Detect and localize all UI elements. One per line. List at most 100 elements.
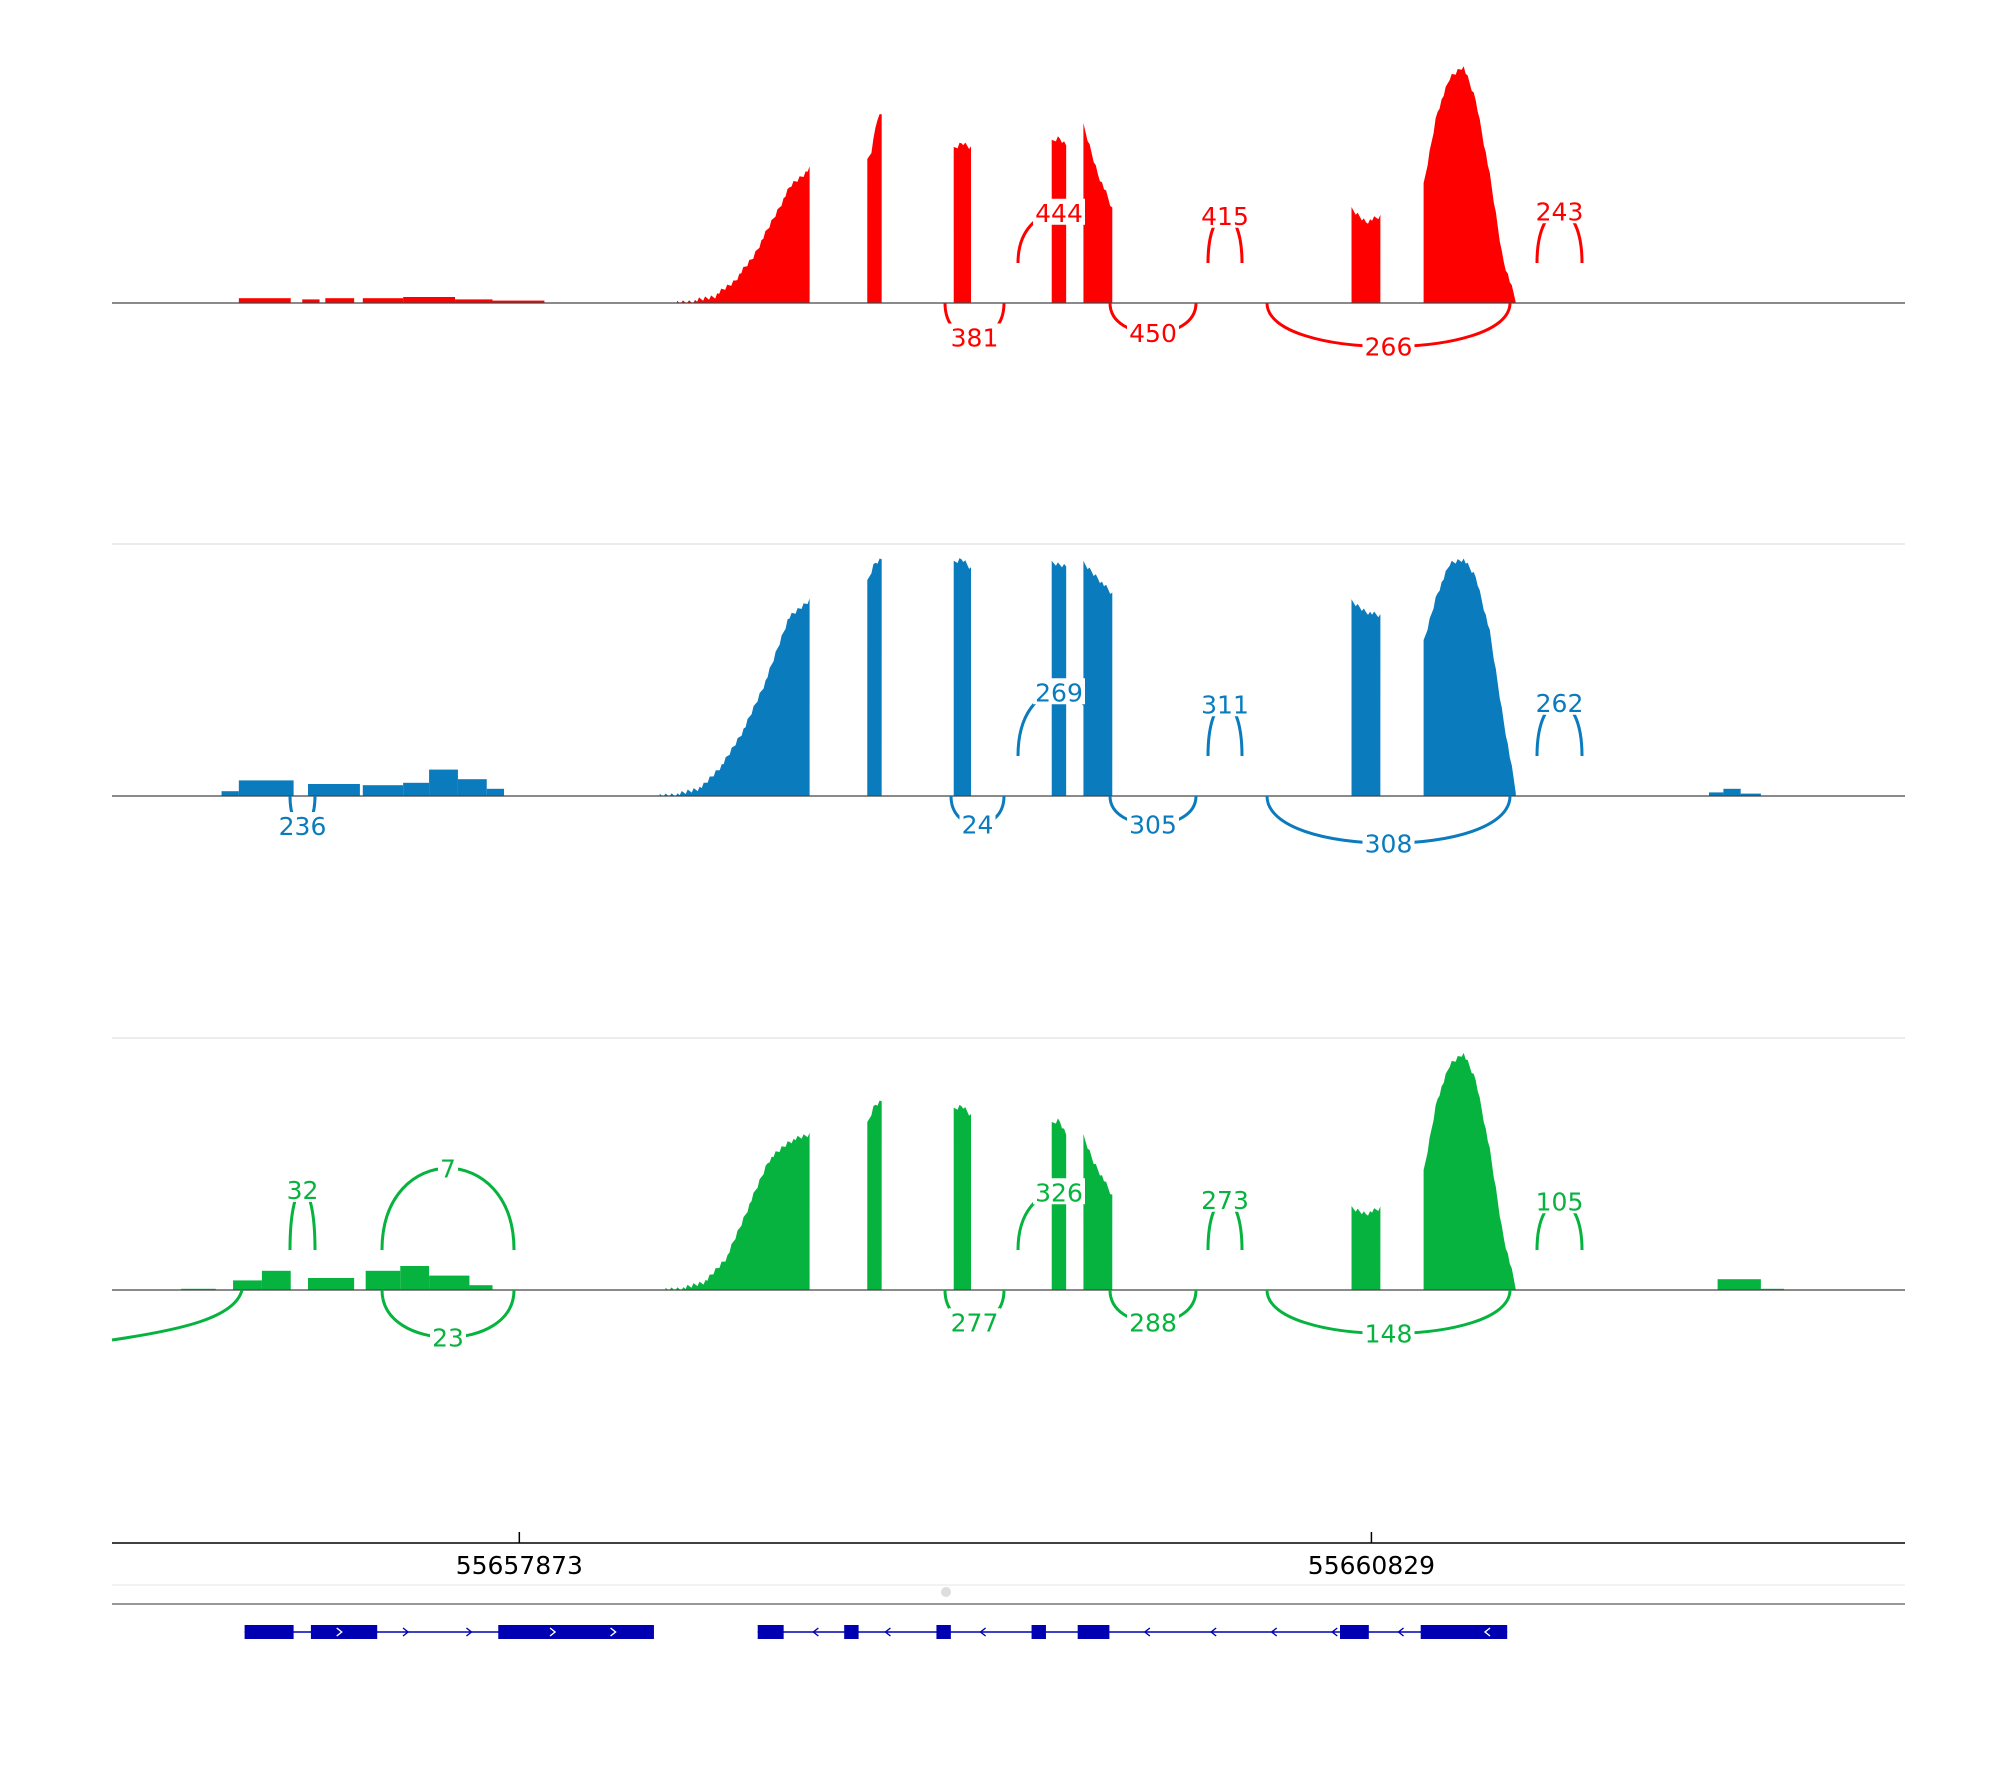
junction-count-label: 450 [1129,319,1177,348]
gene-model-track [244,1625,1508,1639]
junction-label-bg [1127,1308,1179,1335]
coverage-block [429,769,458,796]
coverage-block [302,299,320,303]
strand-arrow-icon [1397,1627,1404,1637]
junction-count-label: 105 [1536,1187,1584,1216]
coverage-block [486,788,505,796]
strand-arrow-icon [1483,1627,1491,1637]
exon-coverage-peak [953,1104,972,1290]
exon-coverage-peak [867,114,882,303]
strand-arrow-icon [1143,1627,1151,1637]
gene-exon [1340,1625,1369,1639]
junction-label-bg [1033,678,1085,705]
coverage-block [400,1266,430,1290]
coverage-block [233,1280,262,1290]
coverage-block [365,1270,401,1290]
coverage-block [325,298,355,303]
junction-count-label: 308 [1365,829,1413,858]
junction-label-bg [438,1154,458,1181]
axis-tick-label: 55657873 [456,1551,583,1580]
gene-exon [1420,1625,1508,1639]
coverage-block [308,1278,355,1290]
junction-count-label: 7 [440,1154,456,1183]
gene-exon [498,1625,654,1639]
coverage-block [261,1270,291,1290]
junction-count-label: 32 [287,1176,319,1205]
junction-count-label: 24 [962,811,994,840]
exon-coverage-peak [1423,558,1516,796]
exon-coverage-peak [1351,599,1381,796]
exon-coverage-peak [665,1132,810,1290]
junction-label-bg [1127,319,1179,345]
scroll-handle[interactable] [941,1587,951,1597]
axis-tick-label: 55660829 [1308,1551,1435,1580]
coverage-block [362,785,404,796]
gene-exon [1077,1625,1110,1639]
exon-coverage-peak [1423,66,1516,303]
coverage-block [403,782,430,796]
junction-label-bg [1533,1187,1586,1214]
junction-count-label: 326 [1035,1178,1083,1207]
junction-label-bg [948,323,1001,350]
coverage-block [492,300,545,303]
coverage-block [238,298,291,303]
junction-label-bg [276,812,329,838]
junction-label-bg [1199,1185,1251,1212]
coverage-block [238,780,294,796]
gene-exon [844,1625,859,1639]
junction-count-label: 269 [1035,678,1083,707]
junction-arc-offscreen [111,1289,244,1342]
coverage-track-blue: 24 269 305 311 308 262 236 [112,558,1905,858]
exon-coverage-peak [1083,560,1113,796]
coverage-block [1717,1279,1761,1290]
coverage-block [1708,792,1724,796]
exon-coverage-peak [953,558,972,796]
exon-coverage-peak [1423,1052,1516,1290]
gene-exon [244,1625,294,1639]
junction-count-label: 311 [1201,690,1249,719]
strand-arrow-icon [1210,1627,1217,1637]
coverage-block [455,299,493,303]
junction-label-bg [1533,688,1586,715]
strand-arrow-icon [466,1627,473,1637]
gene-exon [757,1625,784,1639]
junction-count-label: 266 [1365,333,1413,362]
junction-label-bg [1362,1319,1415,1346]
strand-arrow-icon [884,1627,891,1637]
gene-exon [936,1625,951,1639]
coverage-block [1723,788,1741,796]
coverage-block [457,779,487,796]
junction-count-label: 148 [1365,1320,1413,1349]
junction-label-bg [1199,690,1251,717]
exon-coverage-peak [1351,1206,1381,1290]
junction-label-bg [1127,810,1179,837]
coverage-track-red: 381 444 450 415 266 243 [112,66,1905,362]
coverage-block [429,1275,470,1290]
junction-label-bg [1033,198,1085,225]
coverage-block [469,1285,493,1290]
junction-count-label: 288 [1129,1308,1177,1337]
junction-count-label: 23 [432,1323,464,1352]
junction-count-label: 262 [1536,689,1584,718]
strand-arrow-icon [812,1627,819,1637]
genomic-coordinate-axis: 55657873 55660829 [112,1532,1905,1580]
coverage-block [1740,793,1761,796]
gene-exon [310,1625,378,1639]
coverage-block [403,297,456,303]
coverage-block [221,791,239,796]
strand-arrow-icon [402,1627,410,1637]
gene-exon [1031,1625,1046,1639]
junction-label-bg [959,810,996,837]
exon-coverage-peak [1083,1134,1113,1290]
junction-label-bg [284,1176,321,1202]
exon-coverage-peak [676,166,810,303]
junction-label-bg [948,1308,1001,1335]
exon-coverage-peak [953,142,972,303]
junction-count-label: 415 [1201,202,1249,231]
junction-label-bg [1199,201,1251,228]
junction-count-label: 444 [1035,199,1083,228]
strand-arrow-icon [1270,1627,1278,1637]
exon-coverage-peak [1351,207,1381,303]
junction-count-label: 381 [951,324,999,353]
